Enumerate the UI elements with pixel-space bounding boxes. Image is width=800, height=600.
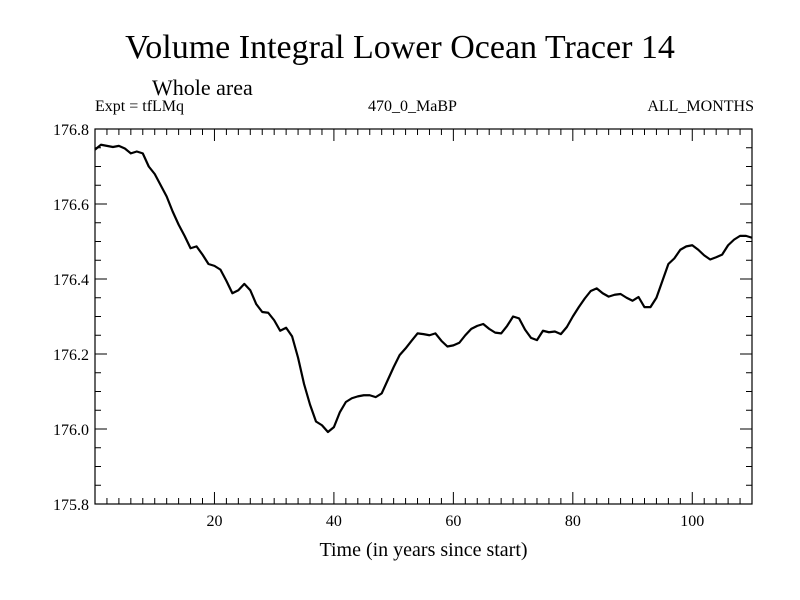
y-tick-label: 176.2 <box>53 347 89 364</box>
x-tick-label: 60 <box>445 513 461 530</box>
y-tick-label: 176.4 <box>53 272 89 289</box>
axis-ticks <box>95 129 752 504</box>
chart-subtitle: Whole area <box>152 75 253 100</box>
x-axis-label: Time (in years since start) <box>319 539 527 561</box>
experiment-label: Expt = tfLMq <box>95 98 185 115</box>
x-tick-label: 100 <box>680 513 704 530</box>
x-tick-label: 80 <box>565 513 581 530</box>
period-label: 470_0_MaBP <box>368 98 457 115</box>
months-label: ALL_MONTHS <box>647 98 754 115</box>
plot-frame <box>94 128 753 505</box>
y-tick-label: 176.0 <box>53 422 89 439</box>
x-tick-label: 40 <box>326 513 342 530</box>
y-tick-label: 175.8 <box>53 497 89 514</box>
chart-title: Volume Integral Lower Ocean Tracer 14 <box>125 29 675 66</box>
y-tick-label: 176.6 <box>53 197 89 214</box>
axis-tick-labels: 20 40 60 80 100 175.8 176.0 176.2 176.4 176.6 176.… <box>53 122 704 530</box>
series-line <box>94 143 753 434</box>
y-tick-label: 176.8 <box>53 122 89 139</box>
x-tick-label: 20 <box>206 513 222 530</box>
